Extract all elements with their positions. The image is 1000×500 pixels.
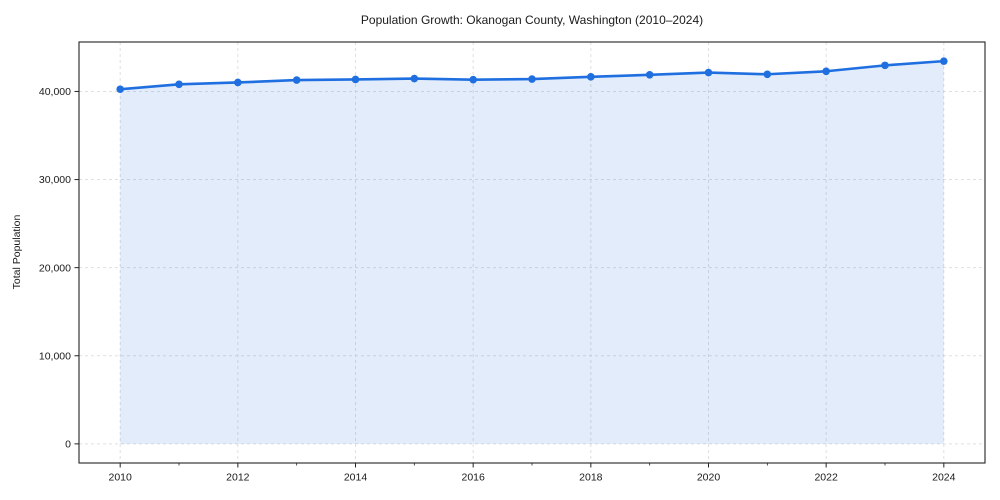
data-point-2024 [940,57,948,65]
data-point-2018 [587,73,595,81]
data-point-2017 [528,75,536,83]
data-point-2011 [175,80,183,89]
data-point-2021 [763,70,772,79]
x-tick-label: 2010 [109,472,133,484]
data-point-2010 [116,85,124,94]
y-tick-label: 0 [65,438,71,450]
y-tick-label: 20,000 [39,262,71,274]
x-tick-label: 2022 [814,472,838,484]
x-tick-label: 2020 [697,472,721,484]
data-point-2022 [822,67,830,76]
x-tick-label: 2012 [226,472,250,484]
data-point-2023 [881,61,889,70]
data-point-2015 [410,74,419,83]
x-tick-label: 2024 [932,472,956,484]
y-tick-label: 30,000 [39,174,71,186]
data-point-2020 [704,68,713,77]
x-tick-label: 2014 [344,472,368,484]
chart-title: Population Growth: Okanogan County, Wash… [360,13,704,27]
y-tick-label: 40,000 [39,86,71,98]
data-point-2014 [351,75,360,84]
data-point-2016 [469,75,477,84]
x-tick-label: 2018 [579,472,603,484]
x-tick-label: 2016 [461,472,485,484]
y-tick-label: 10,000 [39,350,71,362]
data-point-2012 [234,78,242,87]
data-point-2013 [292,76,301,84]
area-fill [120,61,944,444]
data-point-2019 [645,70,654,79]
